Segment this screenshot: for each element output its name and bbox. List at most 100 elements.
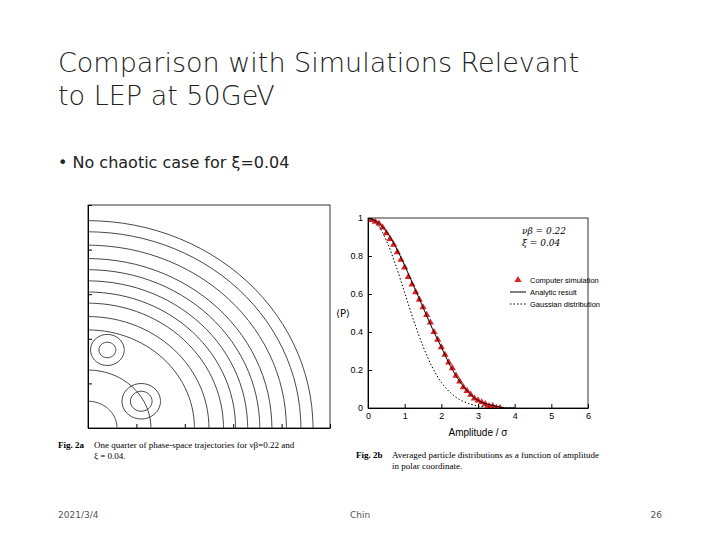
slide-title-line: to LEP at 50GeV [58,80,275,111]
trajectory [88,330,194,428]
caption: in polar coordinate. [392,461,462,471]
annotation: νβ = 0.22 [522,226,566,236]
tick-mark [368,218,372,219]
tick-mark [368,370,372,371]
tick-mark [441,404,442,408]
tick-mark [588,404,589,408]
tick: 5 [549,404,554,421]
tick-label: 1 [358,213,363,223]
tick: 0.6 [350,289,372,299]
slide-title-line: Comparison with Simulations Relevant [58,47,579,78]
tick: 1 [358,213,372,223]
tick-mark [88,205,92,206]
plot-frame [368,218,588,408]
tick: 6 [586,404,591,421]
slide: Comparison with Simulations Relevantto L… [0,0,720,540]
tick-label: 2 [439,411,444,421]
tick: 0.4 [350,327,372,337]
trajectory [88,303,224,428]
plot-frame [88,205,330,428]
caption: One quarter of phase-space trajectories … [94,440,295,450]
tick [88,205,92,206]
slide-title: Comparison with Simulations Relevantto L… [58,47,579,111]
axis-line [369,408,589,409]
caption-label: Fig. 2b [356,450,383,460]
legend: Computer simulationAnalytic resultGaussi… [510,276,600,309]
tick-label: 3 [476,411,481,421]
tick-label: 4 [513,411,518,421]
tick-label: 0.6 [350,289,363,299]
tick-label: 0 [358,403,363,413]
tick-label: 0.8 [350,251,363,261]
tick-mark [405,404,406,408]
tick-label: 5 [549,411,554,421]
tick [88,250,92,251]
tick-label: 0.2 [350,365,363,375]
footer-date: 2021/3/4 [58,510,99,520]
legend-symbol [510,292,526,293]
plot-area [368,218,515,408]
tick [88,383,92,384]
y-axis-title: ⟨P⟩ [336,308,350,319]
tick [88,428,92,429]
tick-label: 0 [366,411,371,421]
tick-mark [478,404,479,408]
trajectory [88,292,236,428]
series-line [368,218,515,408]
trajectory [88,317,209,429]
caption-label: Fig. 2a [58,440,84,450]
tick: 3 [476,404,481,421]
legend-label: Computer simulation [530,276,599,285]
tick: 0.2 [350,365,372,375]
tick-mark [282,424,283,428]
legend-symbol [510,304,526,305]
tick-label: 6 [586,411,591,421]
tick-mark [368,408,372,409]
legend-symbol [514,276,521,282]
tick [136,424,137,428]
axis-line [89,428,331,429]
tick [330,424,331,428]
island [99,342,116,358]
tick-mark [551,404,552,408]
tick [88,294,92,295]
caption: Averaged particle distributions as a fun… [392,450,599,460]
point [386,235,393,241]
axis-line [88,206,89,429]
tick-mark [88,250,92,251]
tick-mark [136,424,137,428]
caption: ξ = 0.04. [94,451,126,461]
legend-label: Analytic result [530,288,578,297]
plot-area [88,221,313,428]
island [122,383,161,419]
tick-mark [368,256,372,257]
tick-label: 1 [403,411,408,421]
tick-mark [88,383,92,384]
tick-mark [330,424,331,428]
y-axis: 0 0.2 0.4 0.6 0.8 1 [350,213,372,413]
tick: 1 [403,404,408,421]
tick [282,424,283,428]
tick [233,424,234,428]
trajectory [88,221,313,428]
tick-mark [515,404,516,408]
tick [88,339,92,340]
series-line [368,218,515,408]
island [91,334,125,365]
trajectory [88,259,272,428]
tick: 4 [513,404,518,421]
axis-line [368,219,369,409]
x-axis-title: Amplitude / σ [449,427,509,438]
slide-canvas: Comparison with Simulations Relevantto L… [0,0,720,540]
tick: 0.8 [350,251,372,261]
bullet: • No chaotic case for ξ=0.04 [58,153,289,172]
island [130,391,152,411]
trajectory [88,245,286,428]
trajectory [88,401,117,428]
tick-mark [88,294,92,295]
trajectory [88,281,248,428]
tick-mark [88,428,92,429]
tick: 0 [358,403,372,413]
tick: 2 [439,404,444,421]
tick-mark [185,424,186,428]
